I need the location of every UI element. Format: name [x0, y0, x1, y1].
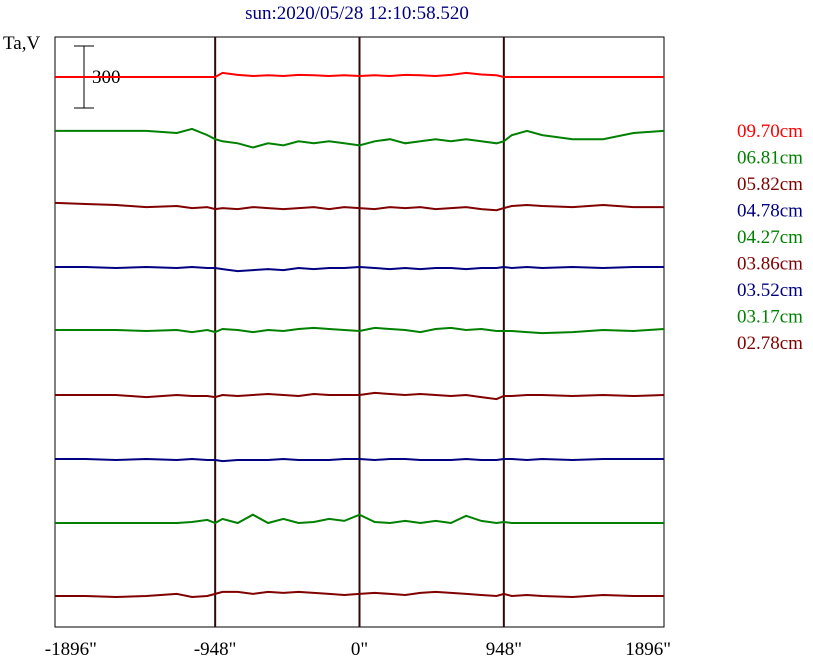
series-line-03.52cm	[55, 457, 664, 463]
x-tick-label: 948"	[486, 639, 522, 660]
legend-entry: 03.86cm	[737, 254, 803, 275]
x-tick-label: -1896"	[45, 639, 97, 660]
x-tick-label: 1896"	[625, 639, 671, 660]
legend-entry: 05.82cm	[737, 174, 803, 195]
legend-entry: 04.78cm	[737, 201, 803, 222]
x-tick-label: -948"	[194, 639, 237, 660]
x-tick-label: 0"	[351, 639, 368, 660]
series-line-03.86cm	[55, 391, 665, 401]
legend-entry: 09.70cm	[737, 121, 803, 142]
x-tick-labels: -1896" -948" 0" 948" 1896"	[45, 639, 671, 660]
legend-entry: 04.27cm	[737, 227, 803, 248]
series-line-03.17cm	[55, 513, 664, 525]
series-line-02.78cm	[55, 590, 664, 599]
series-line-04.27cm	[55, 326, 665, 335]
y-axis-label: Ta,V	[3, 33, 40, 54]
series-line-06.81cm	[55, 127, 665, 149]
series-line-04.78cm	[55, 265, 664, 273]
legend-entry: 03.17cm	[737, 307, 803, 328]
legend: 09.70cm 06.81cm 05.82cm 04.78cm 04.27cm 03.86…	[737, 121, 803, 354]
chart-title: sun:2020/05/28 12:10:58.520	[245, 3, 469, 24]
series-line-05.82cm	[54, 201, 664, 212]
legend-entry: 02.78cm	[737, 333, 803, 354]
legend-entry: 03.52cm	[737, 280, 803, 301]
series-group	[54, 71, 665, 599]
legend-entry: 06.81cm	[737, 148, 803, 169]
series-line-09.70cm	[55, 71, 664, 78]
